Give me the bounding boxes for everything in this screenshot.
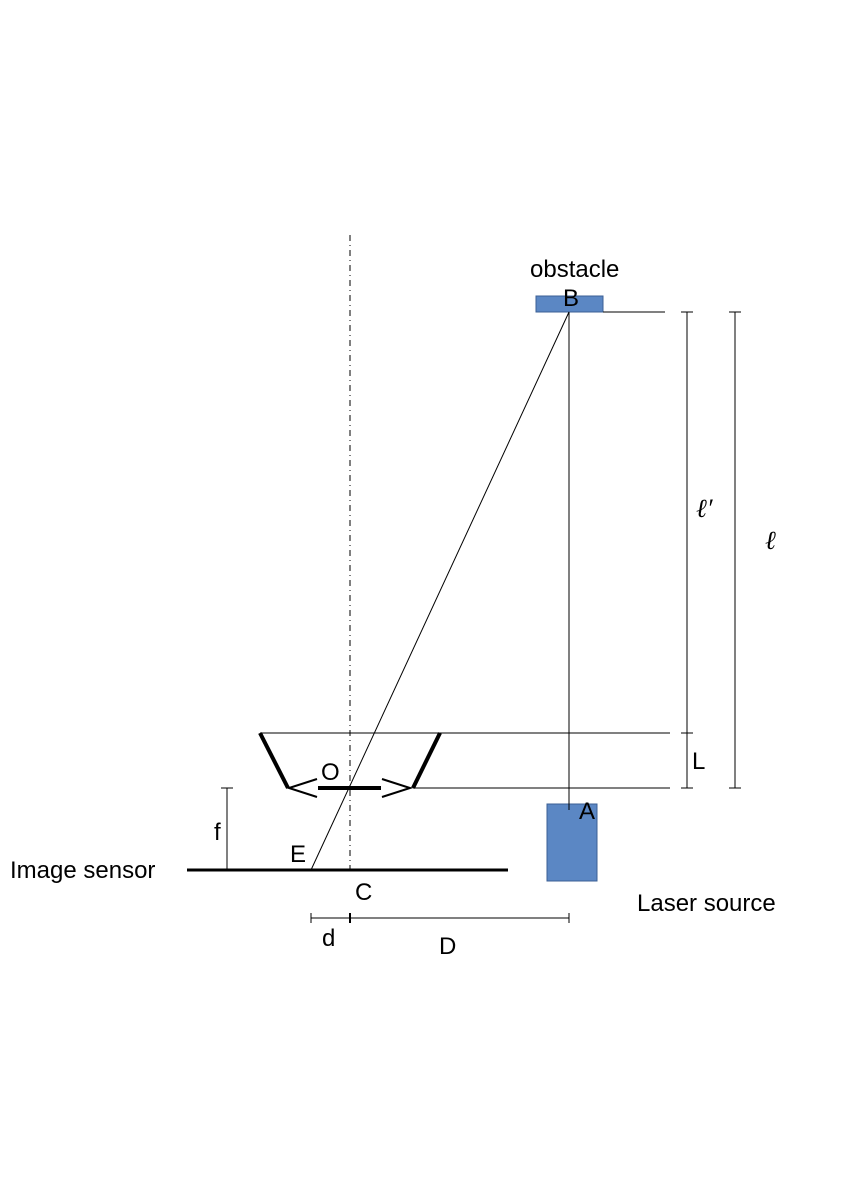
- obstacle-label: obstacle: [530, 256, 619, 283]
- lens-left-arrow: [285, 778, 318, 798]
- lens-right-wall: [411, 732, 442, 789]
- f-dimension: [221, 787, 233, 870]
- point-b-label: B: [563, 285, 579, 312]
- laser-source-label: Laser source: [637, 890, 776, 917]
- point-a-label: A: [579, 798, 595, 825]
- l-prime-dimension: [681, 311, 693, 734]
- point-o-label: O: [321, 759, 340, 786]
- L-label: L: [692, 748, 705, 775]
- d-label: d: [322, 925, 335, 952]
- lens-right-arrow: [381, 778, 414, 798]
- D-label: D: [439, 933, 456, 960]
- L-dimension: [681, 733, 693, 789]
- l-prime-label: ℓ′: [696, 494, 713, 523]
- reflected-ray: [310, 311, 570, 871]
- lens-left-wall: [258, 732, 290, 789]
- d-D-dimension: [310, 913, 570, 923]
- l-dimension: [729, 311, 741, 789]
- laser-source-block: [546, 803, 598, 882]
- f-label: f: [214, 819, 221, 846]
- point-c-label: C: [355, 879, 372, 906]
- point-e-label: E: [290, 841, 306, 868]
- l-label: ℓ: [765, 526, 776, 555]
- lens-assembly: [258, 732, 670, 798]
- image-sensor-label: Image sensor: [10, 857, 155, 884]
